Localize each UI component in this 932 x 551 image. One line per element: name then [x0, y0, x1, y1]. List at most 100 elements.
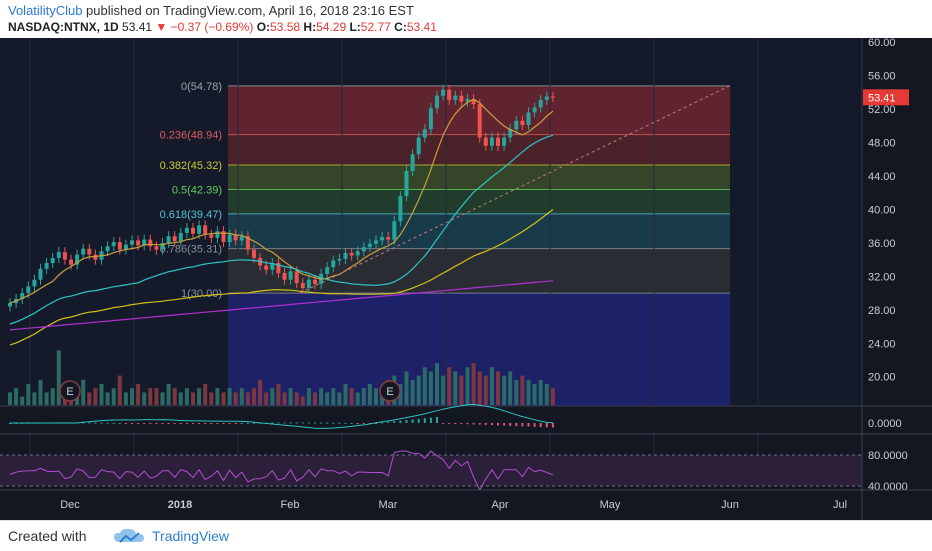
volume-bar [166, 384, 171, 405]
candle-body [520, 120, 525, 125]
candle-body [8, 303, 12, 307]
macd-histogram-bar [509, 423, 512, 426]
candle-body [233, 234, 238, 241]
candle-body [154, 246, 159, 250]
candle-body [508, 129, 513, 138]
macd-line [10, 403, 553, 429]
open-label: O: [256, 20, 271, 34]
volume-bar [142, 392, 147, 405]
volume-bar [154, 388, 159, 405]
volume-bar [343, 384, 348, 405]
candle-body [252, 249, 256, 258]
candle-body [325, 267, 330, 274]
candle-body [203, 225, 208, 235]
candle-body [410, 154, 415, 171]
time-tick-label: Jun [721, 499, 739, 511]
macd-histogram-bar [326, 422, 329, 424]
candle-body [306, 279, 311, 289]
macd-histogram-bar [490, 423, 493, 426]
macd-histogram-bar [118, 422, 121, 424]
time-tick-label: 2018 [168, 499, 192, 511]
macd-histogram-bar [356, 423, 359, 424]
price-tick-label: 44.00 [868, 171, 896, 183]
time-tick-label: Dec [60, 499, 80, 511]
chart-area[interactable]: 0(54.78) 0.236(48.94) 0.382(45.32) 0.5(42.3… [0, 37, 932, 520]
macd-histogram-bar [94, 422, 97, 424]
candle-body [197, 225, 202, 234]
candle-body [105, 246, 110, 252]
macd-histogram-bar [173, 423, 176, 424]
volume-bar [374, 388, 378, 405]
candle-body [172, 236, 177, 242]
macd-histogram-bar [405, 420, 408, 423]
macd-histogram-bar [143, 423, 146, 424]
volume-bar [435, 363, 439, 405]
candle-body [221, 231, 226, 243]
volume-bar [276, 384, 281, 405]
candle-body [178, 232, 183, 242]
candle-body [471, 99, 476, 105]
macd-histogram-bar [124, 423, 127, 424]
volume-bar [532, 384, 537, 405]
macd-histogram-bar [472, 423, 475, 425]
price-chart[interactable]: 0(54.78) 0.236(48.94) 0.382(45.32) 0.5(42.3… [0, 37, 932, 520]
candle-body [215, 231, 220, 238]
candle-body [367, 243, 372, 248]
candle-body [465, 99, 470, 102]
volume-bar [14, 388, 19, 405]
fib-level-label: 0.5(42.39) [172, 184, 222, 196]
macd-histogram-bar [332, 422, 335, 424]
volume-bar [416, 375, 421, 405]
volume-bar [526, 379, 531, 405]
symbol-label: NASDAQ:NTNX, 1D [8, 20, 119, 34]
macd-histogram-bar [478, 423, 481, 425]
macd-histogram-bar [204, 423, 207, 424]
volume-bar [20, 396, 25, 405]
last-price: 53.41 [122, 20, 153, 34]
time-tick-label: Mar [379, 499, 398, 511]
tradingview-cloud-icon [114, 528, 144, 543]
macd-histogram-bar [436, 417, 438, 423]
candle-body [398, 196, 403, 222]
macd-histogram-bar [301, 422, 304, 424]
candle-body [337, 258, 342, 261]
ma-20-line [9, 98, 554, 304]
macd-histogram-bar [454, 423, 457, 424]
candle-body [550, 96, 555, 98]
volume-bar [288, 388, 293, 405]
volume-bar [38, 379, 43, 405]
volume-bar [544, 384, 549, 405]
tradingview-brand[interactable]: TradingView [152, 528, 230, 544]
volume-bar [520, 375, 525, 405]
macd-histogram-bar [423, 418, 426, 423]
candle-body [142, 239, 147, 246]
author-link[interactable]: VolatilityClub [8, 3, 83, 18]
volume-bar [136, 384, 141, 405]
macd-histogram-bar [545, 423, 548, 428]
volume-bar [300, 396, 305, 405]
volume-bar [105, 392, 110, 405]
price-tick-label: 40.00 [868, 204, 896, 216]
volume-bar [93, 388, 98, 405]
candle-body [20, 293, 25, 299]
volume-bar [483, 375, 488, 405]
volume-bar [441, 375, 446, 405]
volume-bar [215, 388, 220, 405]
volume-bar [191, 392, 195, 405]
candle-body [343, 252, 348, 259]
macd-histogram-bar [515, 423, 518, 427]
candle-body [447, 89, 452, 100]
candle-body [191, 227, 195, 234]
fib-level-label: 0.382(45.32) [160, 160, 222, 172]
volume-bar [410, 379, 415, 405]
macd-histogram-bar [289, 422, 292, 424]
macd-histogram-bar [137, 423, 140, 424]
volume-bar [258, 379, 263, 405]
price-tick-label: 48.00 [868, 138, 896, 150]
candle-body [26, 286, 31, 294]
macd-histogram-bar [149, 423, 152, 424]
macd-histogram-bar [442, 423, 445, 424]
last-price-tag-text: 53.41 [868, 92, 896, 104]
candle-body [75, 254, 80, 265]
volume-bar [87, 392, 92, 405]
